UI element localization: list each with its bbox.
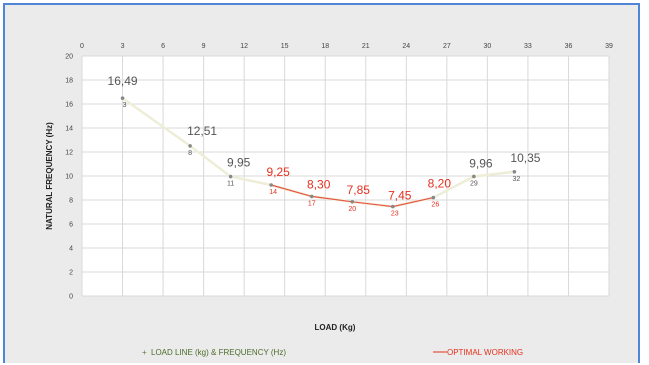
x-tick-label: 36	[565, 43, 573, 50]
x-axis-title: LOAD (Kg)	[315, 323, 356, 332]
data-point-label: 3	[123, 102, 127, 109]
y-tick-label: 2	[69, 270, 73, 277]
x-tick-label: 9	[202, 43, 206, 50]
data-point	[228, 174, 233, 179]
data-point-label: 29	[470, 180, 478, 187]
x-tick-label: 3	[121, 43, 125, 50]
data-point-label: 11	[227, 181, 234, 188]
x-tick-label: 24	[402, 43, 410, 50]
x-tick-label: 0	[80, 43, 84, 50]
data-point	[472, 174, 476, 179]
data-point-label: 8	[188, 150, 192, 157]
data-point-label: 20	[348, 206, 356, 213]
legend-label-load: LOAD LINE (kg) & FREQUENCY (Hz)	[151, 348, 286, 357]
data-value-label: 8,20	[428, 177, 452, 191]
y-tick-label: 4	[69, 246, 73, 253]
data-value-label: 9,25	[266, 165, 290, 179]
data-value-label: 9,96	[469, 156, 493, 170]
x-tick-label: 27	[443, 43, 451, 50]
data-value-label: 12,51	[187, 124, 217, 138]
y-tick-label: 0	[69, 294, 73, 301]
data-point-label: 14	[269, 189, 277, 196]
data-point-label: 32	[513, 176, 521, 183]
legend-label-optimal: OPTIMAL WORKING	[447, 348, 523, 357]
data-point	[120, 96, 125, 100]
data-value-label: 7,45	[388, 189, 412, 203]
x-tick-label: 15	[281, 43, 289, 50]
data-point	[269, 183, 273, 187]
y-tick-label: 12	[65, 150, 73, 157]
x-tick-label: 39	[605, 43, 613, 50]
x-tick-label: 21	[362, 43, 370, 50]
legend-marker-load: +	[142, 348, 147, 357]
data-value-label: 10,35	[510, 151, 540, 165]
data-point	[512, 170, 517, 174]
x-tick-label: 12	[240, 43, 248, 50]
data-point	[431, 195, 436, 200]
data-point	[350, 200, 355, 204]
data-value-label: 16,49	[108, 74, 138, 88]
data-point	[390, 204, 395, 209]
y-tick-label: 8	[69, 198, 73, 205]
data-point	[309, 194, 314, 199]
chart-frame: 0 2 4 6 8 10 12 14 16 18 20 0 3 6 9 12 15 18 21 24 27 30 33 36 3…	[3, 3, 640, 363]
data-point-label: 17	[308, 200, 316, 207]
x-tick-label: 6	[161, 43, 165, 50]
data-point-label: 23	[391, 211, 399, 218]
x-tick-label: 33	[524, 43, 532, 50]
x-tick-label: 18	[321, 43, 329, 50]
data-point	[188, 144, 192, 148]
y-tick-label: 6	[69, 222, 73, 229]
data-point-label: 26	[431, 202, 439, 209]
y-axis-title: NATURAL FREQUENCY (Hz)	[45, 122, 54, 230]
y-tick-label: 14	[65, 126, 73, 133]
y-tick-label: 18	[65, 78, 73, 85]
x-tick-label: 30	[483, 43, 491, 50]
y-tick-label: 10	[65, 174, 73, 181]
y-tick-label: 20	[65, 54, 73, 61]
y-tick-label: 16	[65, 102, 73, 109]
data-value-label: 7,85	[347, 183, 371, 197]
data-value-label: 8,30	[307, 177, 331, 191]
data-value-label: 9,95	[227, 156, 251, 170]
